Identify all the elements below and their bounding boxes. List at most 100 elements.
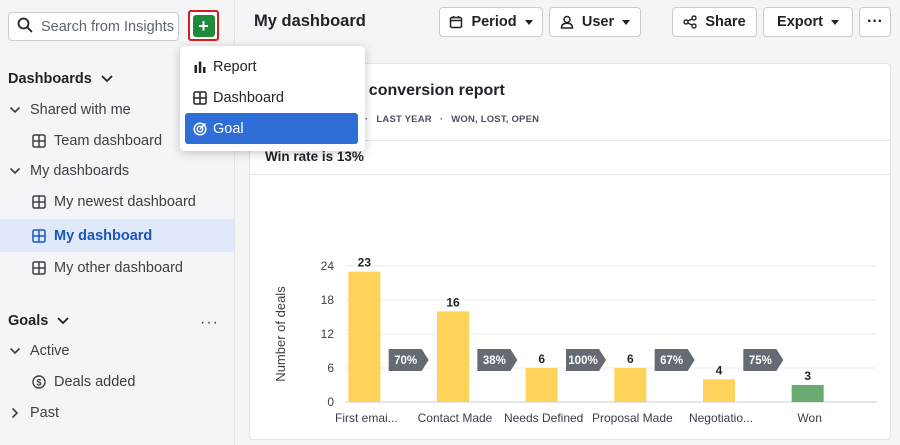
filter-period: LAST YEAR <box>376 114 432 125</box>
sidebar-item-label: Team dashboard <box>54 133 163 149</box>
user-icon <box>560 15 574 29</box>
divider <box>250 140 890 141</box>
topbar: My dashboard Period User Share Export ··… <box>236 0 900 44</box>
filter-separator: · <box>439 114 444 125</box>
goals-heading[interactable]: Goals <box>8 313 70 329</box>
sidebar-item-label: My dashboard <box>54 227 153 244</box>
period-button[interactable]: Period <box>439 7 543 37</box>
more-button[interactable]: ··· <box>859 7 891 37</box>
bar-value-label: 16 <box>446 295 460 309</box>
sidebar-group-active[interactable]: Active <box>0 335 234 367</box>
y-axis-label: Number of deals <box>273 286 288 382</box>
chart-bar[interactable] <box>614 368 647 402</box>
chart-bar[interactable] <box>348 271 381 402</box>
bar-value-label: 3 <box>804 369 811 383</box>
dashboard-icon <box>193 90 207 105</box>
menu-item-label: Goal <box>213 120 244 137</box>
search-input[interactable] <box>41 18 181 35</box>
dollar-icon: $ <box>32 375 46 389</box>
sidebar-item-my-other-dashboard[interactable]: My other dashboard <box>0 252 234 284</box>
export-button[interactable]: Export <box>763 7 853 37</box>
x-tick-label: Contact Made <box>418 411 493 425</box>
export-label: Export <box>777 14 823 30</box>
conversion-rate-label: 67% <box>660 355 683 367</box>
x-tick-label: First emai... <box>335 411 398 425</box>
caret-down-icon <box>622 19 631 25</box>
add-button[interactable]: + <box>188 10 219 41</box>
sidebar-group-label: Active <box>30 343 70 359</box>
filter-separator: · <box>365 114 369 125</box>
calendar-icon <box>450 16 463 29</box>
search-box[interactable] <box>8 12 181 41</box>
dashboard-icon <box>32 195 46 209</box>
conversion-badge <box>743 349 784 371</box>
sidebar-group-my-dashboards[interactable]: My dashboards <box>0 155 234 187</box>
period-label: Period <box>471 14 517 30</box>
chart-bar[interactable] <box>703 379 735 402</box>
sidebar-group-label: My dashboards <box>30 163 130 179</box>
chevron-down-icon <box>9 347 21 355</box>
report-filters: · LAST YEAR · WON, LOST, OPEN <box>365 114 539 125</box>
x-tick-label: Needs Defined <box>504 411 583 425</box>
funnel-chart: 70% 38% 100% 67% 75% 0 6 12 18 24 Number of deals… <box>273 256 877 425</box>
bar-value-label: 6 <box>538 352 545 366</box>
menu-item-label: Report <box>213 58 257 75</box>
user-button[interactable]: User <box>549 7 641 37</box>
sidebar-item-team-dashboard[interactable]: Team dashboard <box>0 125 234 157</box>
sidebar-item-my-dashboard[interactable]: My dashboard <box>0 219 234 252</box>
chart-bar[interactable] <box>525 368 558 402</box>
menu-item-dashboard[interactable]: Dashboard <box>185 82 358 113</box>
sidebar-item-my-newest-dashboard[interactable]: My newest dashboard <box>0 186 234 218</box>
plus-icon: + <box>192 14 215 37</box>
conversion-badge <box>566 349 606 371</box>
y-tick-label: 0 <box>327 395 334 409</box>
conversion-rate-label: 70% <box>394 355 417 367</box>
caret-down-icon <box>830 19 839 25</box>
filter-status: WON, LOST, OPEN <box>451 114 540 125</box>
menu-item-label: Dashboard <box>213 89 284 106</box>
conversion-badge <box>477 349 518 371</box>
sidebar-item-deals-added[interactable]: $ Deals added <box>0 366 234 398</box>
user-label: User <box>581 14 615 30</box>
bar-value-label: 6 <box>627 352 634 366</box>
y-tick-label: 18 <box>321 293 335 307</box>
x-tick-label: Negotiatio... <box>689 411 753 425</box>
chevron-down-icon <box>9 106 21 114</box>
goals-heading-label: Goals <box>8 313 49 329</box>
conversion-badge <box>388 349 429 371</box>
conversion-badge <box>654 349 695 371</box>
bar-value-label: 4 <box>716 363 723 377</box>
dashboard-icon <box>32 228 46 243</box>
chevron-right-icon <box>9 407 21 419</box>
sidebar-group-past[interactable]: Past <box>0 397 234 429</box>
share-label: Share <box>705 14 746 30</box>
chart-bar[interactable] <box>437 311 469 402</box>
sidebar-item-label: My other dashboard <box>54 260 183 276</box>
win-rate-text: Win rate is 13% <box>265 149 364 164</box>
bar-chart-icon <box>194 61 206 73</box>
caret-down-icon <box>524 19 533 25</box>
search-icon <box>17 17 33 36</box>
sidebar-group-label: Shared with me <box>30 102 131 118</box>
menu-item-goal[interactable]: Goal <box>185 113 358 144</box>
x-tick-label: Won <box>797 411 821 425</box>
y-tick-label: 24 <box>321 259 335 273</box>
menu-item-report[interactable]: Report <box>185 51 358 82</box>
sidebar-item-label: My newest dashboard <box>54 194 196 210</box>
report-title: el conversion report <box>351 82 505 99</box>
dashboard-icon <box>32 134 46 148</box>
page-title: My dashboard <box>254 12 366 30</box>
sidebar-group-shared[interactable]: Shared with me <box>0 94 234 126</box>
dashboards-heading[interactable]: Dashboards <box>8 71 114 87</box>
dashboards-heading-label: Dashboards <box>8 71 92 87</box>
share-button[interactable]: Share <box>672 7 757 37</box>
y-tick-label: 6 <box>327 361 334 375</box>
more-options-icon: ··· <box>867 13 883 30</box>
bar-value-label: 23 <box>358 256 372 270</box>
chart-bar[interactable] <box>791 385 824 402</box>
chevron-down-icon <box>101 75 113 83</box>
target-icon <box>193 121 207 136</box>
conversion-rate-label: 75% <box>749 355 772 367</box>
svg-text:$: $ <box>36 377 41 387</box>
more-options-icon[interactable]: ··· <box>200 314 219 331</box>
